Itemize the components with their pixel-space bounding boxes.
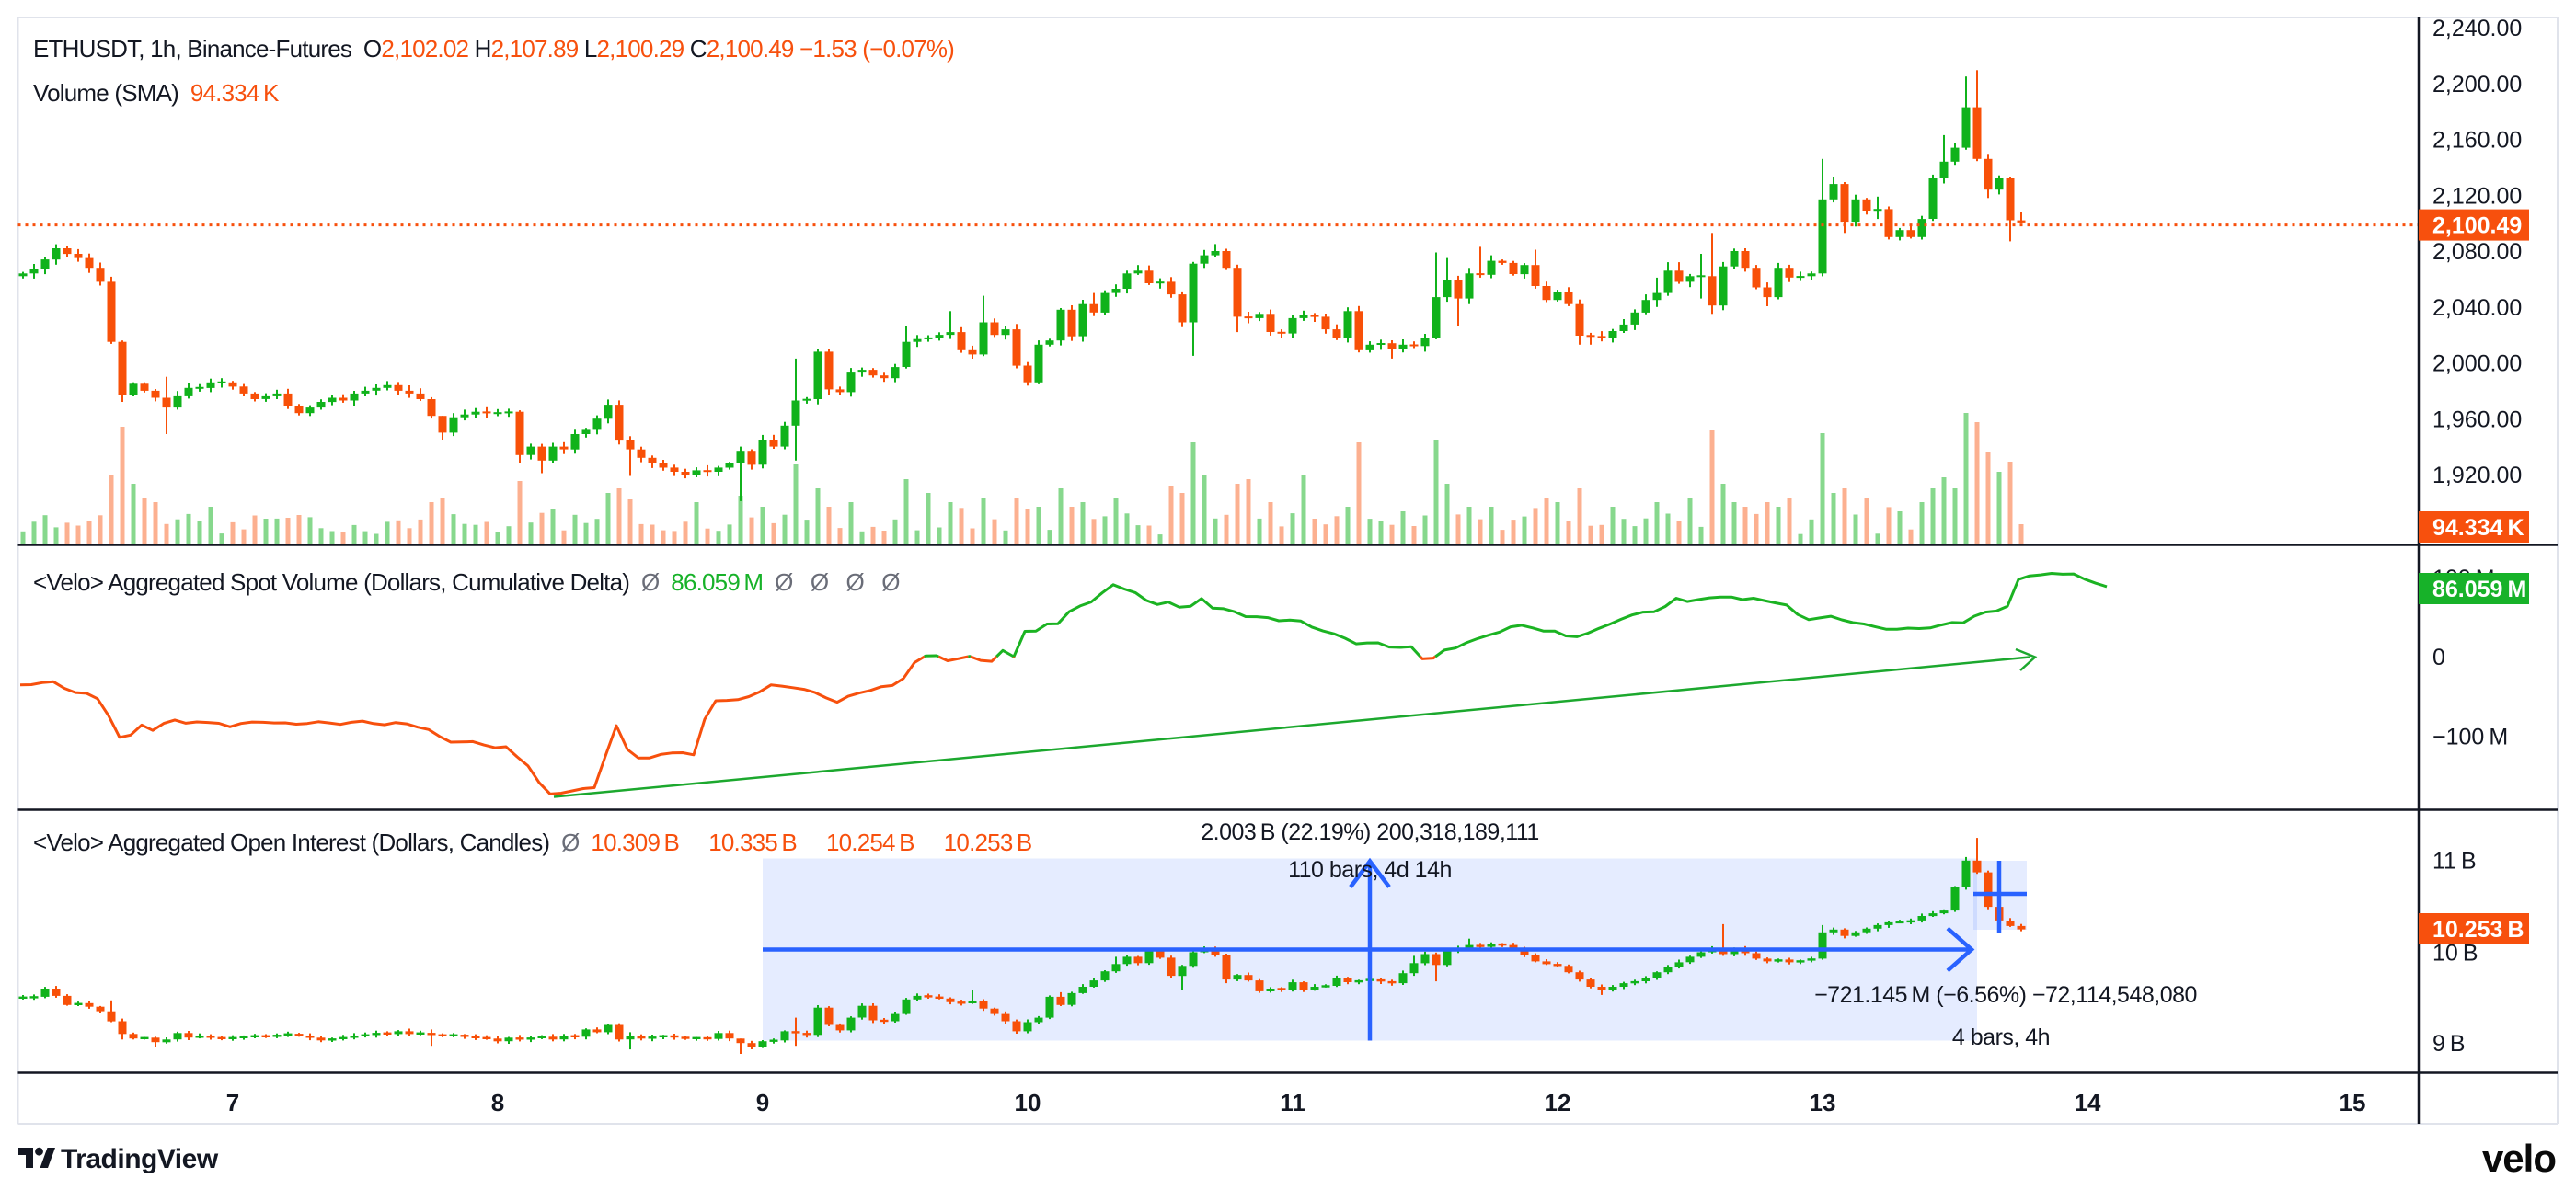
svg-text:−100 M: −100 M xyxy=(2432,724,2508,749)
svg-text:10.253 B: 10.253 B xyxy=(2432,917,2524,943)
svg-text:2,080.00: 2,080.00 xyxy=(2432,239,2522,265)
svg-text:14: 14 xyxy=(2075,1089,2101,1116)
svg-text:4 bars, 4h: 4 bars, 4h xyxy=(1952,1024,2050,1050)
svg-text:2,200.00: 2,200.00 xyxy=(2432,72,2522,97)
svg-text:Volume (SMA) 94.334 K: Volume (SMA) 94.334 K xyxy=(33,79,280,107)
svg-text:2,100.49: 2,100.49 xyxy=(2432,213,2522,239)
svg-text:2,040.00: 2,040.00 xyxy=(2432,295,2522,321)
svg-text:2,240.00: 2,240.00 xyxy=(2432,16,2522,41)
svg-text:13: 13 xyxy=(1810,1089,1836,1116)
svg-text:12: 12 xyxy=(1545,1089,1571,1116)
svg-text:86.059 M: 86.059 M xyxy=(2432,577,2526,602)
svg-text:94.334 K: 94.334 K xyxy=(2432,515,2524,541)
svg-text:ETHUSDT, 1h, Binance-Futures: ETHUSDT, 1h, Binance-Futures O2,102.02 H… xyxy=(33,35,954,63)
svg-text:<Velo> Aggregated Spot Volume: <Velo> Aggregated Spot Volume (Dollars, … xyxy=(33,568,900,596)
svg-text:2,160.00: 2,160.00 xyxy=(2432,128,2522,154)
svg-text:9: 9 xyxy=(756,1089,769,1116)
svg-text:1,920.00: 1,920.00 xyxy=(2432,463,2522,488)
svg-text:TradingView: TradingView xyxy=(61,1144,219,1174)
svg-text:10 B: 10 B xyxy=(2432,941,2478,967)
svg-text:2,120.00: 2,120.00 xyxy=(2432,183,2522,209)
svg-text:velo: velo xyxy=(2482,1137,2556,1180)
svg-text:11 B: 11 B xyxy=(2432,849,2477,875)
svg-text:10: 10 xyxy=(1015,1089,1041,1116)
svg-text:<Velo> Aggregated Open Interes: <Velo> Aggregated Open Interest (Dollars… xyxy=(33,829,1031,856)
svg-text:110 bars, 4d 14h: 110 bars, 4d 14h xyxy=(1288,857,1452,883)
svg-text:7: 7 xyxy=(226,1089,239,1116)
svg-text:11: 11 xyxy=(1280,1089,1305,1116)
svg-text:9 B: 9 B xyxy=(2432,1031,2466,1057)
svg-text:0: 0 xyxy=(2432,645,2445,670)
svg-text:8: 8 xyxy=(491,1089,504,1116)
svg-text:2.003 B (22.19%) 200,318,189,1: 2.003 B (22.19%) 200,318,189,111 xyxy=(1201,819,1539,845)
svg-text:−721.145 M (−6.56%) −72,114,54: −721.145 M (−6.56%) −72,114,548,080 xyxy=(1814,982,2197,1008)
svg-text:1,960.00: 1,960.00 xyxy=(2432,406,2522,432)
svg-text:2,000.00: 2,000.00 xyxy=(2432,351,2522,377)
svg-text:15: 15 xyxy=(2340,1089,2366,1116)
